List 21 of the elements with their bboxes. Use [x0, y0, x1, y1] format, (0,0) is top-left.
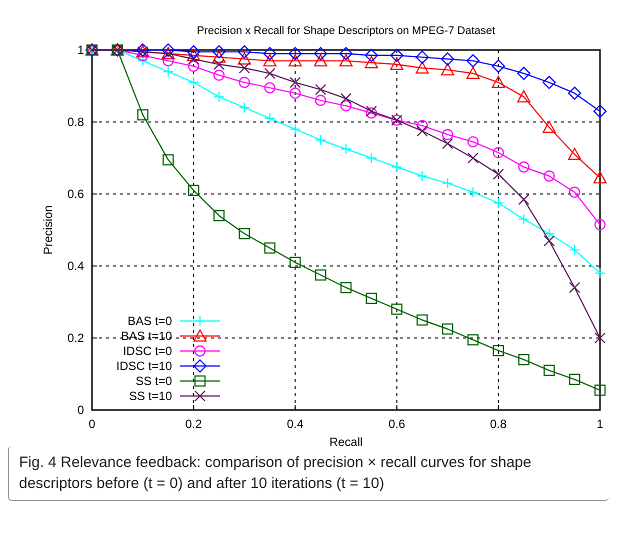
- x-tick-label: 0.2: [185, 417, 202, 431]
- y-tick-label: 0.8: [67, 115, 84, 129]
- chart-title: Precision x Recall for Shape Descriptors on MPEG-7 Dataset: [196, 25, 496, 37]
- x-tick-label: 0.6: [388, 417, 406, 431]
- legend-label: IDSC t=0: [122, 344, 172, 358]
- y-tick-label: 1: [77, 43, 84, 57]
- x-tick-label: 0: [88, 417, 96, 431]
- x-tick-label: 0.8: [490, 417, 508, 431]
- legend-label: IDSC t=10: [116, 359, 172, 373]
- x-axis-title: Recall: [329, 435, 363, 449]
- legend-label: SS t=10: [128, 389, 172, 403]
- x-tick-label: 0.4: [286, 417, 304, 431]
- y-tick-label: 0: [77, 403, 84, 417]
- legend-label: SS t=0: [136, 374, 172, 388]
- legend-label: BAS t=0: [128, 314, 172, 328]
- y-tick-label: 0.6: [67, 187, 84, 201]
- y-tick-label: 0.4: [67, 259, 84, 273]
- y-axis-title: Precision: [41, 205, 55, 255]
- x-tick-label: 1: [596, 417, 604, 431]
- caption: Fig. 4 Relevance feedback: comparison of precision × recall curves for shape descriptors before (t = 0) and after 10 iterations (t = 10): [19, 454, 532, 492]
- y-tick-label: 0.2: [67, 331, 84, 345]
